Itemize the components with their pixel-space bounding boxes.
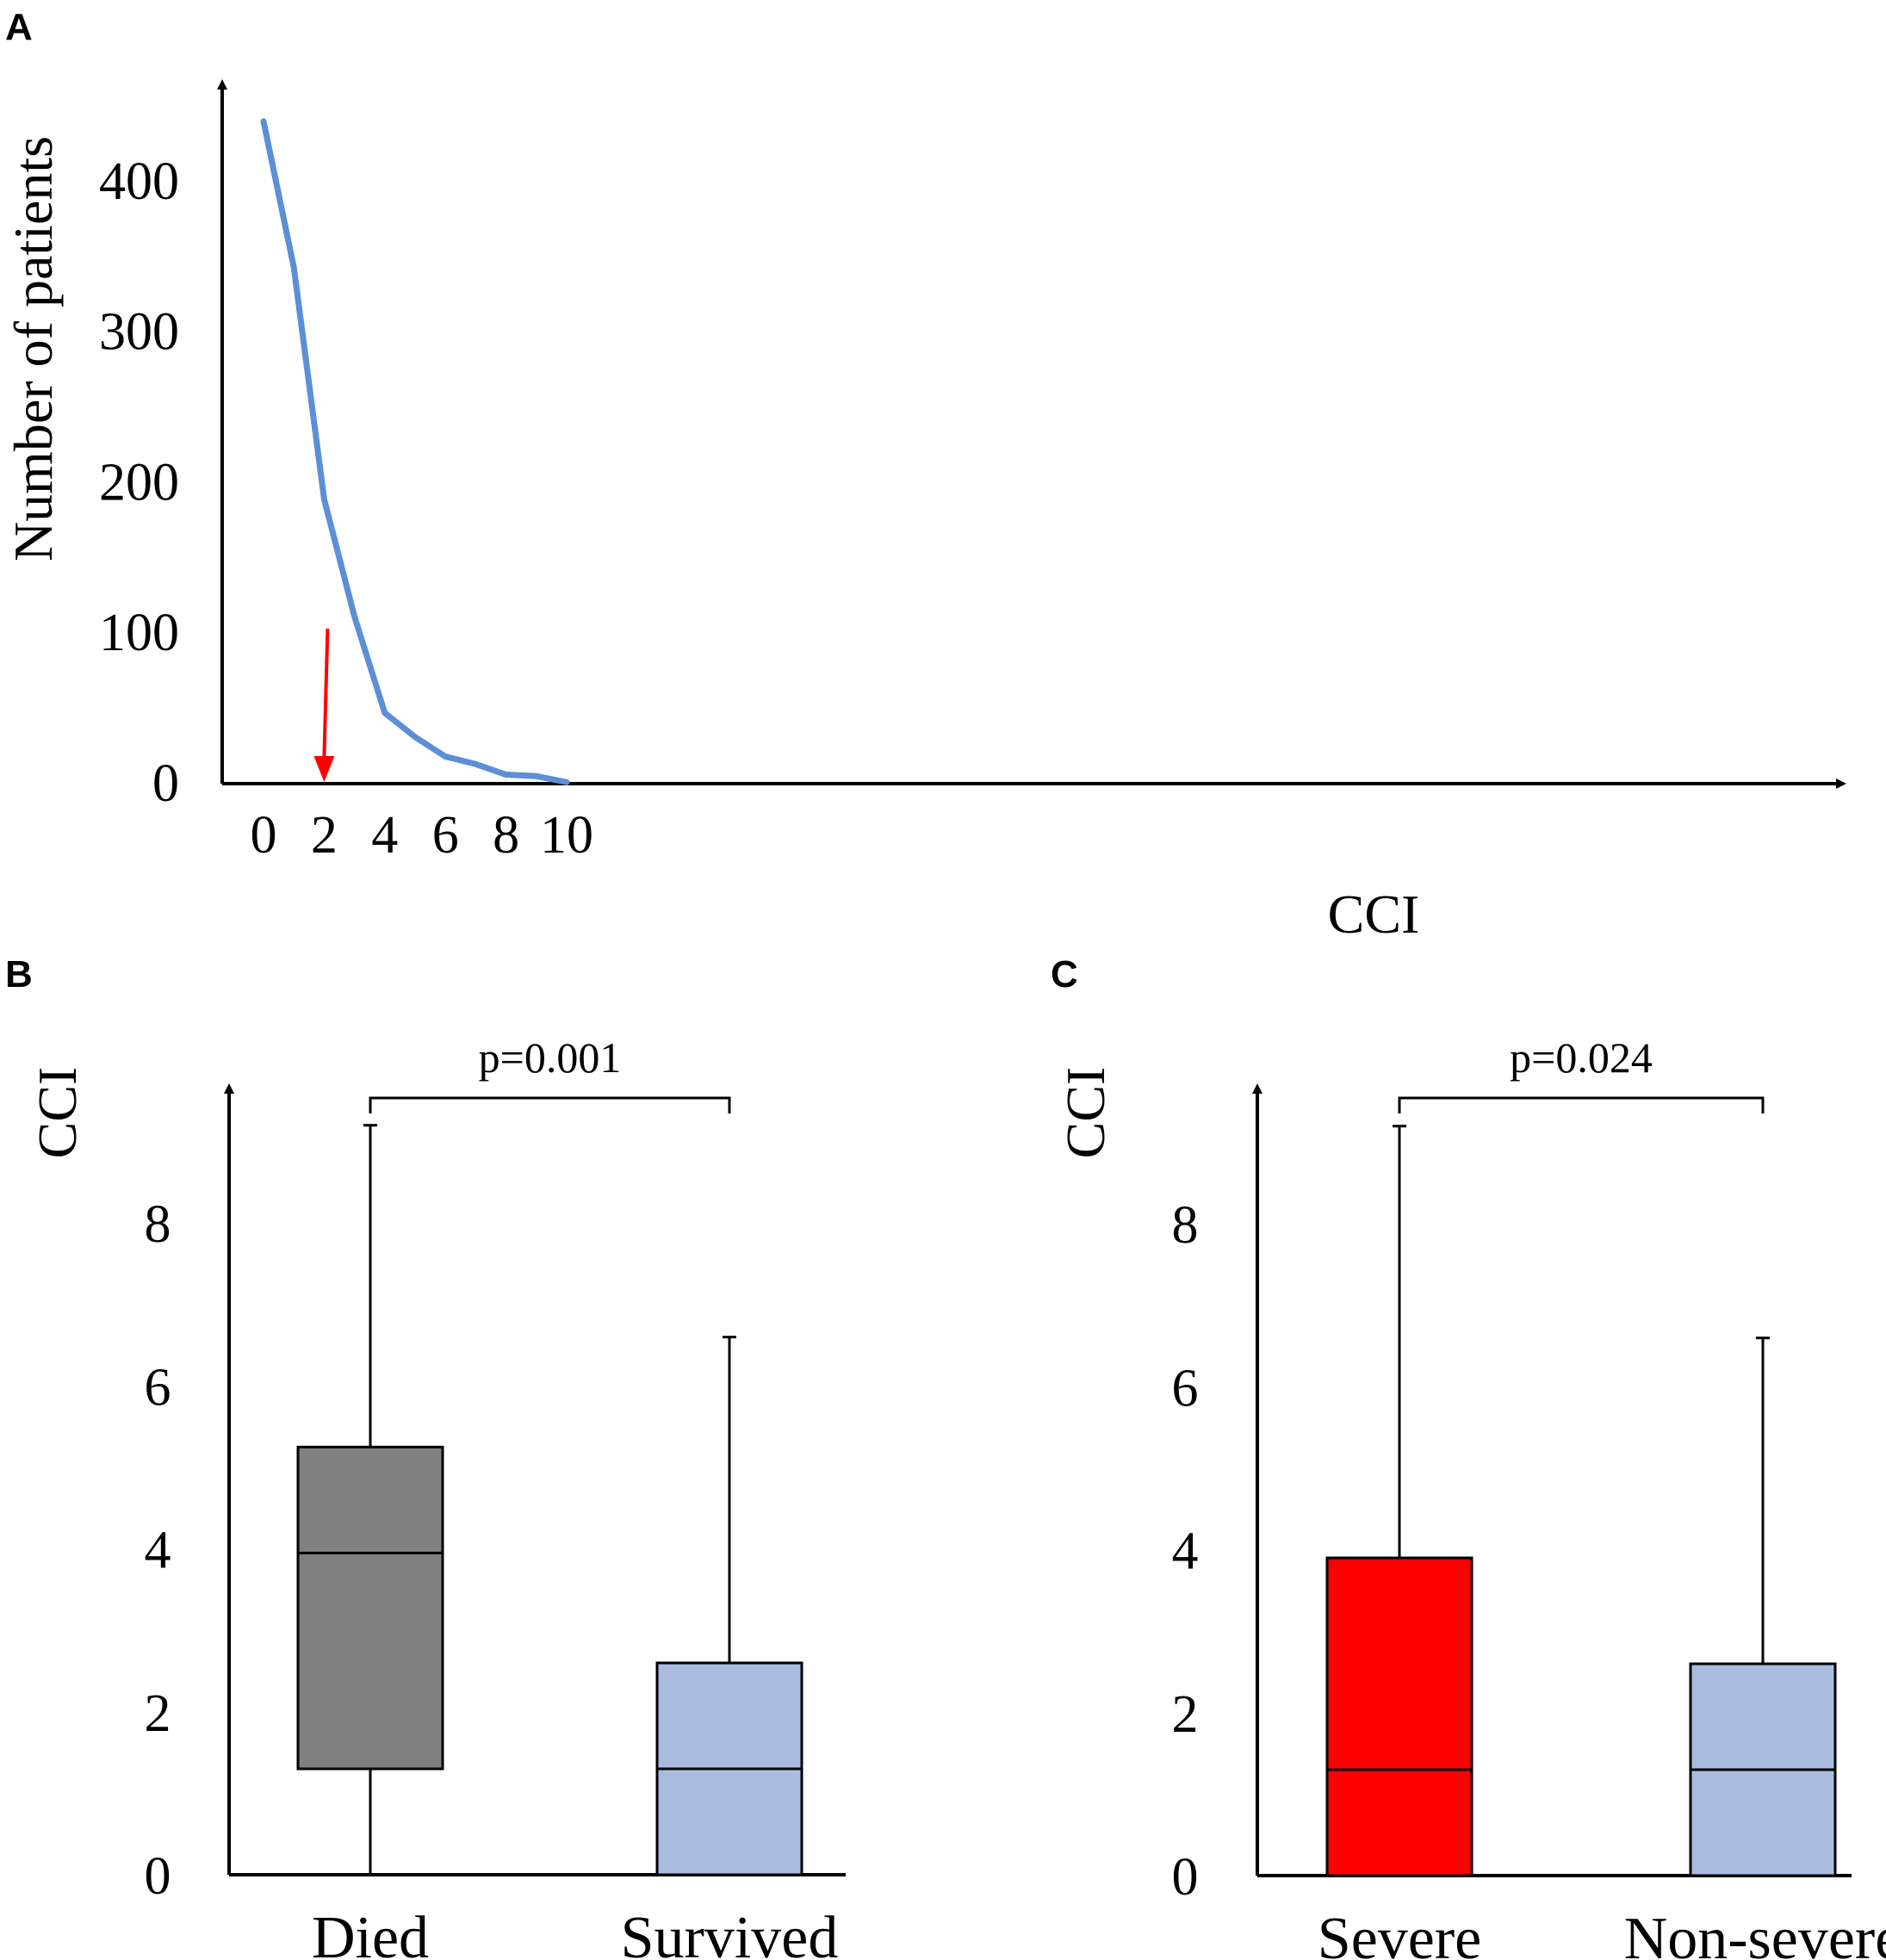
p-value-label: p=0.024 [1510,1033,1653,1082]
category-label: Survived [621,1905,839,1960]
y-tick-label: 400 [99,152,179,211]
x-tick-label: 2 [311,806,338,865]
x-tick-label: 4 [371,806,398,865]
y-axis-title: Number of patients [3,136,64,561]
y-tick-label: 4 [145,1522,171,1580]
y-tick-label: 4 [1172,1523,1199,1581]
significance-bracket [1398,1096,1765,1113]
y-tick-label: 8 [145,1195,171,1254]
category-label: Died [312,1905,429,1960]
y-tick-label: 200 [99,453,179,512]
y-tick-label: 2 [145,1684,171,1743]
y-tick-label: 6 [145,1358,171,1417]
panel-label-c: C [1051,953,1078,996]
data-point [536,775,537,777]
data-point [414,736,416,738]
data-point [566,781,568,783]
panel-b-box-plot: 0 2 4 6 8 CCI Died Survived p=0.001 [27,1033,846,1960]
red-arrow-shaft [322,628,330,759]
x-tick-label: 6 [432,806,459,865]
data-point [384,712,386,714]
y-tick-label: 2 [1172,1685,1199,1744]
panel-label-a: A [5,6,33,48]
data-point [354,616,356,617]
y-tick-label: 6 [1172,1359,1199,1417]
box-died [296,1445,444,1771]
y-tick-label: 0 [1172,1848,1199,1907]
x-tick-label: 0 [251,806,277,865]
series-line [260,118,570,785]
y-tick-label: 100 [99,604,179,662]
y-axis-title: CCI [27,1067,88,1159]
y-axis-title: CCI [1055,1067,1116,1159]
p-value-label: p=0.001 [479,1033,622,1082]
category-label: Severe [1318,1906,1481,1960]
x-tick-label: 10 [540,806,593,865]
panel-c-box-plot: 0 2 4 6 8 CCI Severe Non-severe p=0.024 [1055,1033,1886,1960]
panel-label-b: B [5,953,33,996]
box-severe [1325,1556,1473,1877]
data-point [444,756,446,758]
x-tick-label: 8 [493,806,519,865]
y-tick-label: 300 [99,303,179,362]
y-tick-label: 0 [152,754,179,813]
data-point [293,266,295,268]
category-label: Non-severe [1624,1906,1886,1960]
y-tick-label: 8 [1172,1196,1199,1255]
y-tick-label: 0 [145,1847,171,1906]
x-axis-title: CCI [1328,884,1420,945]
significance-bracket [369,1096,731,1113]
data-point [475,763,476,765]
red-arrow-head [313,756,335,782]
